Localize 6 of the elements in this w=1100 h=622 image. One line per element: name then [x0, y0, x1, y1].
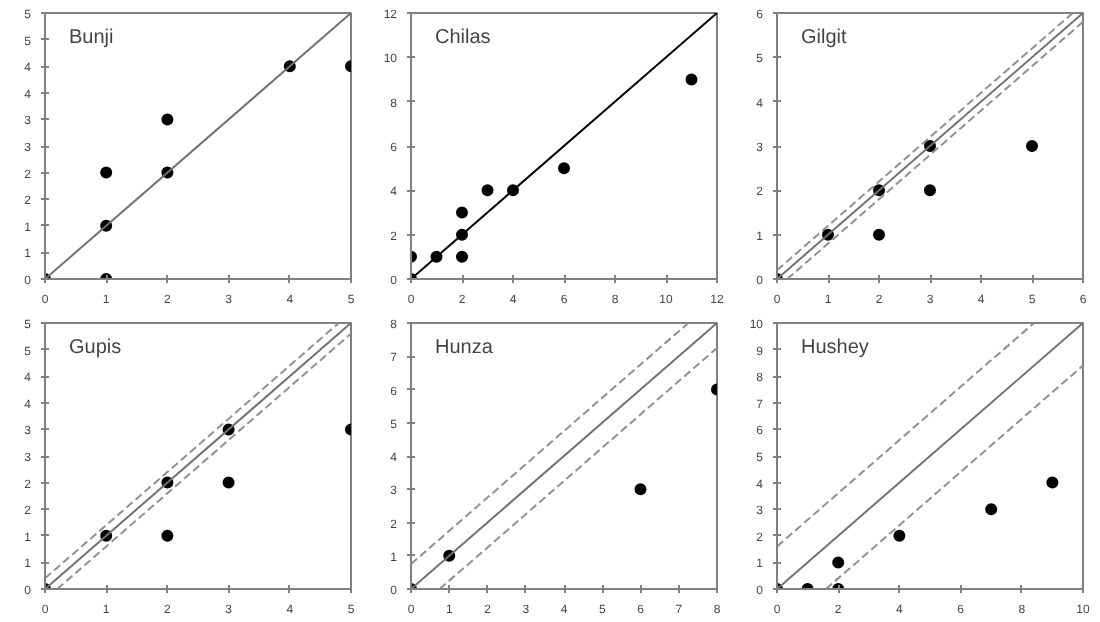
text: Chilas [435, 27, 491, 49]
text: Hunza [435, 337, 494, 359]
text: Bunji [69, 27, 114, 49]
text: Gupis [69, 337, 122, 359]
text: Hushey [801, 337, 869, 359]
text: Gilgit [801, 27, 848, 49]
